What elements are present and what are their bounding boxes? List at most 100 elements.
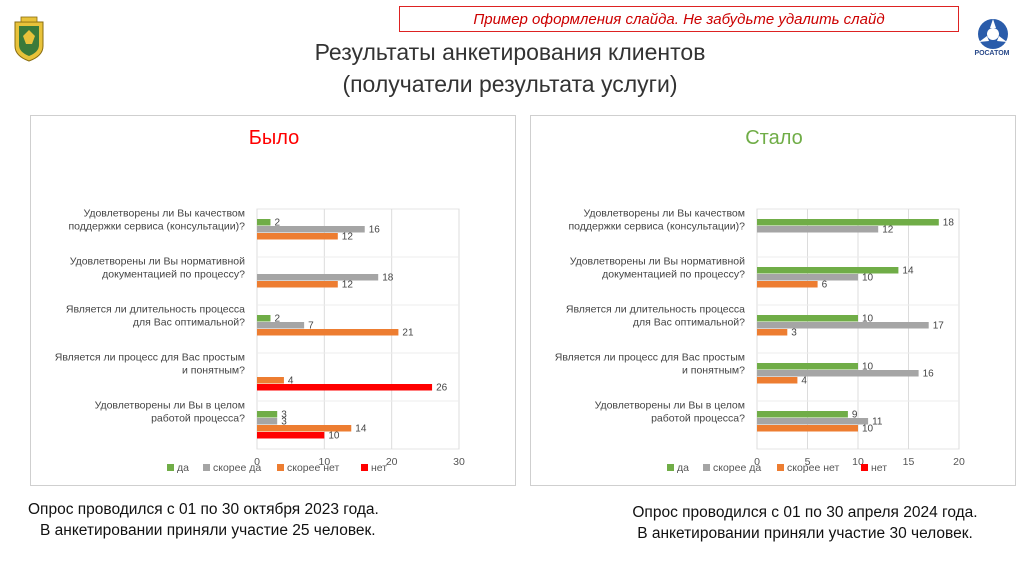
x-tick-label: 0 — [754, 456, 760, 468]
category-label: и понятным? — [682, 365, 745, 377]
chart-panel-before: Было 0 10 20 30 Удовлетворены ли Вы качеством… — [30, 115, 516, 486]
bar — [757, 377, 798, 384]
caption-before-line-1: Опрос проводился с 01 по 30 октября 2023… — [28, 501, 379, 518]
bar — [757, 226, 879, 233]
legend-label: скорее да — [213, 462, 261, 474]
category-label: Удовлетворены ли Вы в целом — [95, 400, 245, 412]
legend-swatch — [777, 464, 784, 471]
legend-swatch — [167, 464, 174, 471]
category-label: Удовлетворены ли Вы качеством — [83, 208, 245, 220]
data-label: 21 — [402, 328, 414, 339]
x-tick-label: 20 — [953, 456, 965, 468]
bar — [757, 329, 788, 336]
legend-label: нет — [371, 462, 387, 474]
legend-label: скорее нет — [787, 462, 840, 474]
data-label: 12 — [882, 225, 894, 236]
bar — [257, 233, 338, 240]
data-label: 7 — [308, 321, 314, 332]
bar — [257, 411, 278, 418]
slide-title: Результаты анкетирования клиентов (получ… — [200, 36, 820, 100]
data-label: 10 — [862, 362, 874, 373]
chart-panel-after: Стало 0 5 10 15 20 Удовлетворены ли Вы качеств… — [530, 115, 1016, 486]
title-line-2: (получатели результата услуги) — [342, 71, 678, 97]
data-label: 3 — [791, 328, 797, 339]
x-tick-label: 15 — [903, 456, 915, 468]
legend-swatch — [703, 464, 710, 471]
chart-before: Было 0 10 20 30 Удовлетворены ли Вы качеством… — [55, 127, 465, 474]
category-label: работой процесса? — [151, 413, 245, 425]
bar — [757, 370, 919, 377]
x-tick-label: 0 — [254, 456, 260, 468]
legend-label: скорее нет — [287, 462, 340, 474]
category-label: работой процесса? — [651, 413, 745, 425]
caption-after-line-1: Опрос проводился с 01 по 30 апреля 2024 … — [632, 504, 978, 521]
data-label: 14 — [355, 424, 367, 435]
category-label: для Вас оптимальной? — [133, 317, 245, 329]
data-label: 12 — [342, 280, 354, 291]
bar — [757, 425, 858, 432]
bar — [257, 219, 271, 226]
legend-label: нет — [871, 462, 887, 474]
bar — [757, 267, 899, 274]
data-label: 3 — [281, 417, 287, 428]
caption-after: Опрос проводился с 01 по 30 апреля 2024 … — [600, 502, 1010, 544]
legend-swatch — [667, 464, 674, 471]
data-label: 26 — [436, 383, 448, 394]
chart-title: Было — [249, 127, 300, 149]
bar — [257, 384, 433, 391]
category-label: документацией по процессу? — [102, 269, 245, 281]
category-label: Удовлетворены ли Вы нормативной — [570, 256, 745, 268]
data-label: 11 — [872, 417, 883, 428]
coat-of-arms-icon — [14, 16, 44, 62]
category-label: и понятным? — [182, 365, 245, 377]
category-label: для Вас оптимальной? — [633, 317, 745, 329]
x-tick-label: 30 — [453, 456, 465, 468]
data-label: 18 — [943, 218, 955, 229]
data-label: 9 — [852, 410, 858, 421]
x-tick-label: 20 — [386, 456, 398, 468]
x-tick-label: 10 — [318, 456, 330, 468]
legend-label: да — [677, 462, 689, 474]
data-label: 2 — [274, 314, 280, 325]
bar — [757, 315, 858, 322]
logo-text: РОСАТОМ — [974, 50, 1010, 57]
x-tick-label: 5 — [805, 456, 811, 468]
bar — [257, 274, 379, 281]
bar — [257, 425, 352, 432]
category-label: Является ли длительность процесса — [66, 304, 245, 316]
category-label: поддержки сервиса (консультации)? — [68, 221, 245, 233]
bar — [257, 226, 365, 233]
legend-swatch — [361, 464, 368, 471]
data-label: 10 — [862, 424, 874, 435]
data-label: 4 — [801, 376, 807, 387]
slide-notice: Пример оформления слайда. Не забудьте уд… — [399, 6, 959, 32]
category-label: документацией по процессу? — [602, 269, 745, 281]
data-label: 10 — [862, 273, 874, 284]
bar — [257, 281, 338, 288]
caption-before-line-2: В анкетировании приняли участие 25 челов… — [40, 522, 376, 539]
bar — [757, 418, 869, 425]
data-label: 3 — [281, 410, 287, 421]
data-label: 16 — [369, 225, 381, 236]
data-label: 10 — [328, 431, 340, 442]
category-label: поддержки сервиса (консультации)? — [568, 221, 745, 233]
data-label: 10 — [862, 314, 874, 325]
rosatom-logo-icon — [978, 19, 1008, 49]
data-label: 17 — [933, 321, 945, 332]
bar — [257, 432, 325, 439]
bar — [757, 411, 848, 418]
data-label: 4 — [288, 376, 294, 387]
legend-swatch — [861, 464, 868, 471]
category-label: Удовлетворены ли Вы в целом — [595, 400, 745, 412]
legend-swatch — [203, 464, 210, 471]
title-line-1: Результаты анкетирования клиентов — [314, 39, 706, 65]
category-label: Удовлетворены ли Вы нормативной — [70, 256, 245, 268]
data-label: 18 — [382, 273, 394, 284]
category-label: Является ли процесс для Вас простым — [555, 352, 745, 364]
legend-label: да — [177, 462, 189, 474]
data-label: 2 — [274, 218, 280, 229]
bar — [257, 322, 305, 329]
category-label: Является ли процесс для Вас простым — [55, 352, 245, 364]
bar — [257, 418, 278, 425]
bar — [257, 329, 399, 336]
